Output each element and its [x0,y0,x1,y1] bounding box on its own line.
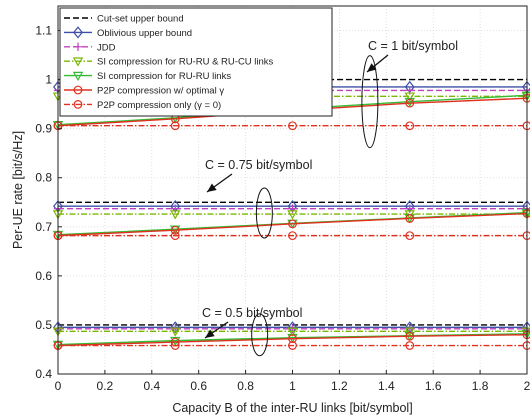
data-point [170,121,180,131]
x-tick-label: 1.8 [472,379,489,393]
data-point [287,210,298,220]
annotation-ellipse [255,187,273,239]
data-point [170,210,181,220]
data-point [288,219,297,229]
legend-label: SI compression for RU-RU links [97,71,231,82]
x-tick-label: 2 [524,379,530,393]
annotation-layer: C = 1 bit/symbol C = 0.75 bit/symbol C = 0… [202,39,458,357]
data-point [405,341,415,350]
data-point [404,92,415,102]
tick-layer: 0 0.2 0.4 0.6 0.8 1 1.2 1.4 1.6 1.8 2 0.4 0.5 0.6 0.7 0… [35,24,530,393]
data-point [287,327,298,337]
legend-label: Oblivious upper bound [97,28,192,39]
legend-marker [73,85,83,95]
x-tick-label: 1.4 [378,379,395,393]
y-tick-label: 1.1 [35,24,52,38]
x-tick-label: 0.8 [237,379,254,393]
data-point [288,231,297,241]
data-point [170,336,181,347]
y-tick-label: 0.4 [35,367,52,381]
annotation-label: C = 1 bit/symbol [368,39,458,53]
annotation-ellipse [251,313,269,357]
series-line [57,212,528,237]
data-point [405,331,415,341]
annotation-label: C = 0.5 bit/symbol [202,306,302,320]
data-point [405,204,414,213]
x-tick-label: 1.2 [331,379,348,393]
legend-label: P2P compression only (γ = 0) [97,100,221,111]
data-point [288,121,297,131]
data-point [170,341,180,350]
data-point [288,204,297,213]
legend-label: SI compression for RU-RU & RU-CU links [97,57,274,68]
y-tick-label: 0.8 [35,171,52,185]
y-axis-label: Per-UE rate [bit/s/Hz] [11,131,25,249]
y-tick-label: 0.5 [35,318,52,332]
annotation-label: C = 0.75 bit/symbol [205,158,312,172]
data-point [404,97,415,108]
y-tick-label: 0.6 [35,269,52,283]
legend-marker [72,71,84,82]
data-point [405,98,415,108]
data-point [288,334,297,344]
legend-label: P2P compression w/ optimal γ [97,86,224,97]
legend: Cut-set upper bound Oblivious upper bound… [59,7,333,117]
data-point [171,204,180,213]
legend-marker [72,57,84,67]
legend-marker [73,42,83,51]
series-line [57,334,528,347]
data-point [288,341,297,350]
x-tick-label: 0.2 [97,379,114,393]
annotation-arrowhead [207,183,217,192]
legend-label: JDD [97,42,116,53]
x-tick-label: 0.6 [190,379,207,393]
annotation-arrowhead [367,63,377,72]
data-point [170,231,180,241]
legend-marker [73,26,83,39]
annotation-arrowhead [205,329,215,338]
y-tick-label: 1 [45,73,52,87]
y-tick-label: 0.9 [35,122,52,136]
x-axis-label: Capacity B of the inter-RU links [bit/sy… [172,401,412,415]
x-tick-label: 0.4 [143,379,160,393]
x-tick-label: 1.6 [425,379,442,393]
annotation-ellipse [361,55,379,149]
data-point [405,324,414,334]
x-tick-label: 1 [289,379,296,393]
series-2 [53,86,530,334]
data-point [405,214,415,223]
x-tick-label: 0 [55,379,62,393]
y-tick-label: 0.7 [35,220,52,234]
data-point [405,231,415,241]
legend-marker [73,99,83,109]
data-point [405,121,415,131]
data-point [170,327,181,337]
data-point [404,327,415,337]
data-point [170,225,180,235]
legend-box [59,7,333,117]
legend-label: Cut-set upper bound [97,14,184,25]
